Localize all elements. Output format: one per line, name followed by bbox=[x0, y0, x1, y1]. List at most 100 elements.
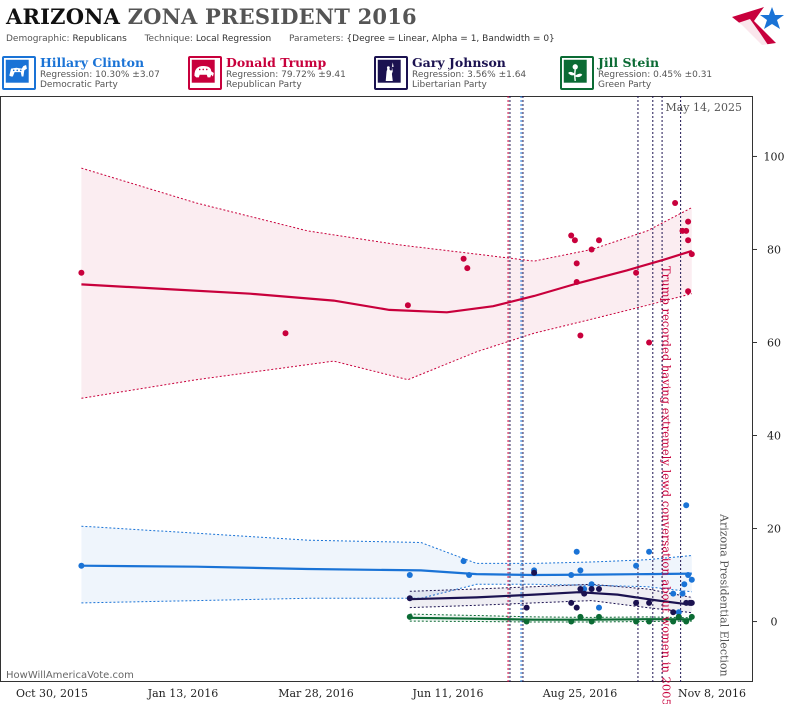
point-jill-stein bbox=[577, 613, 584, 620]
y-tick-label: 40 bbox=[767, 430, 781, 443]
point-donald-trump bbox=[573, 279, 580, 285]
point-jill-stein bbox=[688, 613, 695, 620]
polling-chart: 0 20 40 60 80 100 Oct 30, 2015 Jan 13, 2016 Mar… bbox=[0, 96, 785, 704]
demographic-value: Republicans bbox=[72, 34, 127, 44]
point-jill-stein bbox=[633, 618, 640, 625]
y-tick-label: 60 bbox=[767, 336, 781, 349]
point-donald-trump bbox=[596, 237, 602, 244]
x-axis: Oct 30, 2015 Jan 13, 2016 Mar 28, 2016 Jun … bbox=[16, 687, 746, 700]
flower-icon bbox=[560, 56, 594, 90]
y-tick-label: 20 bbox=[767, 523, 781, 536]
x-tick-label: Jun 11, 2016 bbox=[411, 687, 483, 700]
candidate-name: Jill Stein bbox=[598, 55, 660, 70]
donkey-icon bbox=[2, 56, 36, 90]
band-lower-donald-trump bbox=[81, 293, 692, 399]
point-hillary-clinton bbox=[679, 590, 686, 597]
candidate-party: Democratic Party bbox=[40, 80, 118, 90]
event-lines bbox=[507, 96, 682, 682]
statue-of-liberty-icon bbox=[374, 56, 408, 90]
point-donald-trump bbox=[646, 339, 653, 346]
title-rest: ZONA PRESIDENT 2016 bbox=[127, 4, 417, 29]
band-hillary-clinton bbox=[81, 526, 692, 603]
point-hillary-clinton bbox=[685, 572, 692, 578]
band-lower-gary-johnson bbox=[409, 600, 692, 614]
point-donald-trump bbox=[688, 251, 695, 258]
parameters-value: {Degree = Linear, Alpha = 1, Bandwidth =… bbox=[346, 34, 555, 44]
poll-points bbox=[78, 200, 695, 625]
point-donald-trump bbox=[404, 302, 411, 309]
point-jill-stein bbox=[568, 618, 575, 625]
point-jill-stein bbox=[596, 613, 602, 620]
y-tick-label: 100 bbox=[764, 150, 785, 163]
point-hillary-clinton bbox=[406, 572, 413, 578]
point-donald-trump bbox=[282, 330, 289, 337]
candidate-regression: Regression: 3.56% ±1.64 bbox=[412, 70, 527, 80]
point-gary-johnson bbox=[577, 586, 584, 592]
trend-line-jill-stein bbox=[409, 616, 692, 621]
candidate-card-clinton: Hillary Clinton Regression: 10.30% ±3.07… bbox=[2, 55, 187, 92]
x-tick-label: Jan 13, 2016 bbox=[147, 687, 219, 700]
trend-line-gary-johnson bbox=[409, 591, 692, 606]
point-donald-trump bbox=[464, 265, 471, 272]
point-hillary-clinton bbox=[577, 567, 584, 574]
point-donald-trump bbox=[633, 269, 640, 276]
point-hillary-clinton bbox=[688, 576, 695, 583]
x-tick-label: Nov 8, 2016 bbox=[678, 687, 746, 700]
point-gary-johnson bbox=[573, 604, 580, 611]
annotation-access-hollywood: Trump recorded having extremely lewd con… bbox=[659, 266, 673, 704]
technique-label: Technique: bbox=[144, 34, 193, 44]
band-donald-trump bbox=[81, 168, 692, 399]
candidate-regression: Regression: 0.45% ±0.31 bbox=[598, 70, 713, 80]
candidate-party: Republican Party bbox=[226, 80, 302, 90]
band-lower-jill-stein bbox=[409, 620, 692, 623]
band-upper-gary-johnson bbox=[409, 583, 692, 598]
point-gary-johnson bbox=[568, 599, 575, 606]
parameters-label: Parameters: bbox=[288, 34, 344, 44]
band-upper-jill-stein bbox=[409, 613, 692, 619]
watermark[interactable]: HowWillAmericaVote.com bbox=[6, 670, 134, 681]
point-jill-stein bbox=[588, 618, 595, 625]
point-jill-stein bbox=[406, 613, 413, 620]
point-gary-johnson bbox=[646, 599, 653, 606]
point-donald-trump bbox=[573, 260, 580, 267]
elephant-icon bbox=[188, 56, 222, 90]
candidate-name: Donald Trump bbox=[226, 55, 327, 70]
current-date-label: May 14, 2025 bbox=[665, 101, 742, 114]
point-donald-trump bbox=[577, 332, 584, 339]
x-tick-label: Aug 25, 2016 bbox=[542, 687, 618, 700]
trend-line-hillary-clinton bbox=[81, 564, 692, 577]
point-hillary-clinton bbox=[573, 548, 580, 555]
point-hillary-clinton bbox=[588, 581, 595, 588]
band-upper-hillary-clinton bbox=[81, 525, 692, 564]
annotation-election: Arizona Presidential Election bbox=[718, 513, 731, 677]
point-gary-johnson bbox=[670, 609, 677, 616]
point-hillary-clinton bbox=[675, 609, 682, 616]
band-gary-johnson bbox=[409, 584, 692, 613]
confidence-bands bbox=[81, 167, 693, 623]
point-donald-trump bbox=[78, 269, 85, 276]
point-hillary-clinton bbox=[683, 502, 690, 509]
point-donald-trump bbox=[588, 246, 595, 253]
title-state: ARIZONA bbox=[6, 4, 121, 29]
point-hillary-clinton bbox=[596, 604, 602, 611]
point-hillary-clinton bbox=[633, 562, 640, 569]
point-donald-trump bbox=[685, 288, 692, 295]
point-donald-trump bbox=[568, 232, 575, 239]
point-hillary-clinton bbox=[466, 572, 473, 578]
candidate-party: Libertarian Party bbox=[412, 80, 487, 90]
point-donald-trump bbox=[685, 218, 692, 225]
point-hillary-clinton bbox=[646, 548, 653, 555]
point-gary-johnson bbox=[633, 599, 640, 606]
technique-value: Local Regression bbox=[195, 34, 272, 44]
annotations: Trump recorded having extremely lewd con… bbox=[659, 266, 730, 704]
header: ARIZONA ZONA PRESIDENT 2016 Demographic:… bbox=[0, 0, 789, 96]
point-jill-stein bbox=[646, 618, 653, 625]
point-hillary-clinton bbox=[681, 581, 688, 588]
site-logo-icon[interactable] bbox=[728, 3, 786, 49]
point-hillary-clinton bbox=[568, 572, 575, 578]
candidate-name: Gary Johnson bbox=[412, 55, 506, 70]
point-donald-trump bbox=[683, 227, 690, 234]
parameters-line: Demographic: Republicans Technique: Loca… bbox=[6, 34, 555, 44]
candidate-card-johnson: Gary Johnson Regression: 3.56% ±1.64 Lib… bbox=[374, 55, 559, 92]
x-tick-label: Oct 30, 2015 bbox=[16, 687, 88, 700]
